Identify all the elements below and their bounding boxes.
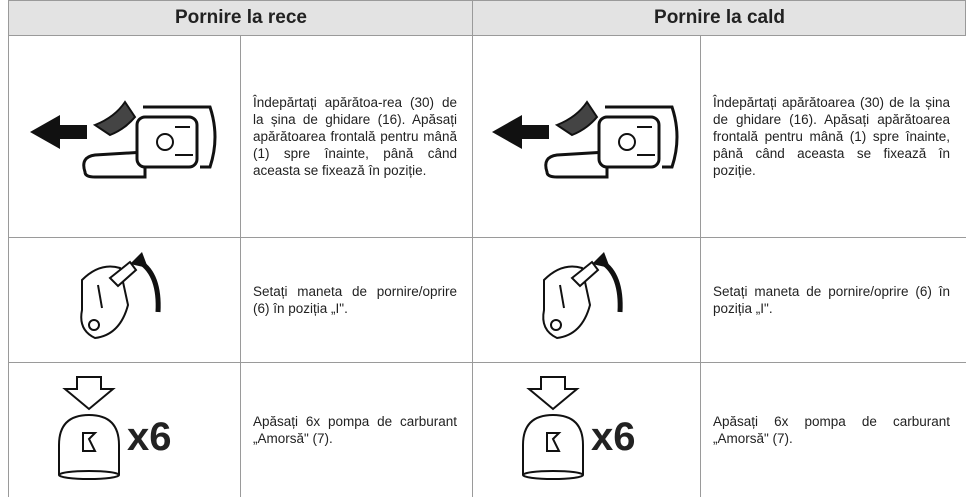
text-cell: Îndepărtați apărătoa-rea (30) de la șina… [241,36,473,237]
image-cell [9,238,241,362]
table-row: Setați maneta de pornire/oprire (6) în p… [9,238,473,363]
instruction: Îndepărtați apărătoa-rea (30) de la șina… [253,95,457,178]
image-cell: x6 [9,363,241,497]
instruction: Apăsați 6x pompa de carburant „Amorsă" (… [253,414,457,446]
text-cell: Apăsați 6x pompa de carburant „Amorsă" (… [241,363,473,497]
text-cell: Setați maneta de pornire/oprire (6) în p… [701,238,966,362]
image-cell [473,238,701,362]
table-row: x6 Apăsați 6x pompa de carburant „Amorsă"… [9,363,473,497]
table-row: Îndepărtați apărătoa-rea (30) de la șina… [9,36,473,238]
instruction: Îndepărtați apărătoarea (30) de la șina … [713,95,950,178]
instruction: Setați maneta de pornire/oprire (6) în p… [253,284,457,316]
table: Pornire la rece Îndepărtați apărătoa-rea… [8,0,473,497]
image-cell [9,36,241,237]
badge: x6 [127,415,172,459]
text-cell: Îndepărtați apărătoarea (30) de la șina … [701,36,966,237]
primer-icon [522,376,584,480]
chainsaw-icon [491,99,678,178]
badge: x6 [591,415,636,459]
switch-icon [79,252,161,340]
text-cell: Apăsați 6x pompa de carburant „Amorsă" (… [701,363,966,497]
image-cell [473,36,701,237]
table-header: Pornire la cald [473,0,966,36]
primer-icon [58,376,120,480]
table-row: Setați maneta de pornire/oprire (6) în p… [473,238,966,363]
chainsaw-icon [29,99,216,178]
switch-icon [541,252,623,340]
table: Pornire la cald Îndepărtați apărătoarea … [472,0,966,497]
table-row: x6 Apăsați 6x pompa de carburant „Amorsă"… [473,363,966,497]
text-cell: Setați maneta de pornire/oprire (6) în p… [241,238,473,362]
table-border [965,0,966,36]
table-row: Îndepărtați apărătoarea (30) de la șina … [473,36,966,238]
table-header: Pornire la rece [9,0,473,36]
image-cell: x6 [473,363,701,497]
instruction: Apăsați 6x pompa de carburant „Amorsă" (… [713,414,950,446]
instruction: Setați maneta de pornire/oprire (6) în p… [713,284,950,316]
